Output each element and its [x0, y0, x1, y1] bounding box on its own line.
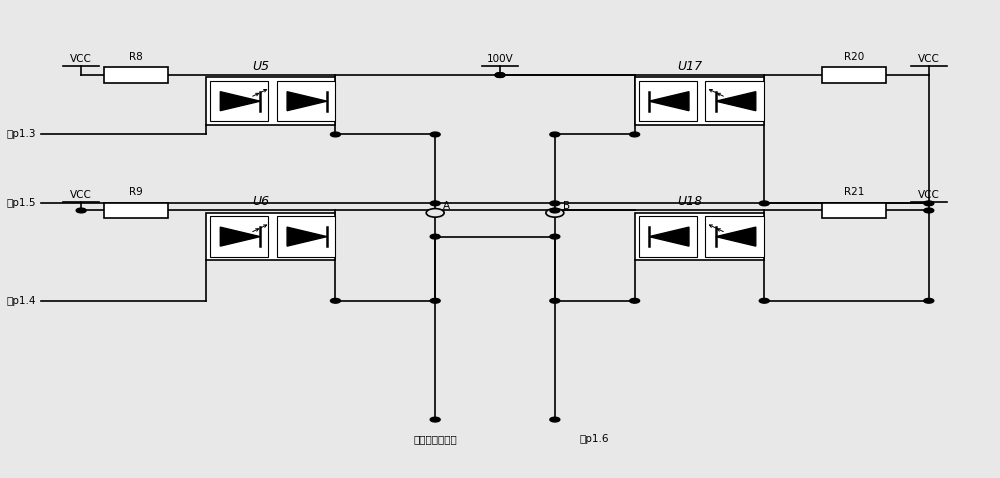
- Circle shape: [630, 298, 640, 303]
- Bar: [206, 213, 335, 261]
- Circle shape: [550, 298, 560, 303]
- Circle shape: [76, 208, 86, 213]
- Polygon shape: [220, 92, 260, 111]
- Circle shape: [426, 208, 444, 217]
- Bar: [277, 217, 335, 257]
- Text: 接电源控制模块: 接电源控制模块: [413, 434, 457, 444]
- Circle shape: [550, 132, 560, 137]
- Circle shape: [924, 298, 934, 303]
- Bar: [822, 203, 886, 218]
- Circle shape: [546, 208, 564, 217]
- Bar: [705, 81, 764, 121]
- Circle shape: [495, 73, 505, 77]
- Text: VCC: VCC: [70, 190, 92, 199]
- Bar: [210, 81, 268, 121]
- Circle shape: [924, 201, 934, 206]
- Text: 接p1.3: 接p1.3: [6, 130, 36, 140]
- Polygon shape: [649, 227, 689, 246]
- Circle shape: [330, 298, 340, 303]
- Bar: [104, 67, 168, 83]
- Bar: [210, 217, 268, 257]
- Polygon shape: [287, 92, 327, 111]
- Text: 100V: 100V: [487, 54, 513, 64]
- Text: U5: U5: [252, 60, 269, 73]
- Circle shape: [550, 208, 560, 213]
- Bar: [822, 67, 886, 83]
- Polygon shape: [220, 227, 260, 246]
- Text: B: B: [563, 201, 570, 211]
- Circle shape: [430, 234, 440, 239]
- Text: R8: R8: [129, 52, 143, 62]
- Polygon shape: [716, 92, 756, 111]
- Circle shape: [550, 201, 560, 206]
- Bar: [639, 81, 697, 121]
- Circle shape: [630, 132, 640, 137]
- Circle shape: [924, 208, 934, 213]
- Circle shape: [759, 201, 769, 206]
- Text: 接p1.6: 接p1.6: [580, 434, 609, 444]
- Text: A: A: [443, 201, 450, 211]
- Text: VCC: VCC: [918, 190, 940, 199]
- Text: R9: R9: [129, 187, 143, 197]
- Bar: [277, 81, 335, 121]
- Polygon shape: [287, 227, 327, 246]
- Polygon shape: [716, 227, 756, 246]
- Bar: [705, 217, 764, 257]
- Bar: [104, 203, 168, 218]
- Text: VCC: VCC: [918, 54, 940, 64]
- Circle shape: [430, 298, 440, 303]
- Circle shape: [430, 417, 440, 422]
- Text: VCC: VCC: [70, 54, 92, 64]
- Text: U17: U17: [677, 60, 702, 73]
- Circle shape: [430, 201, 440, 206]
- Circle shape: [550, 417, 560, 422]
- Text: U6: U6: [252, 195, 269, 208]
- Circle shape: [330, 132, 340, 137]
- Text: U18: U18: [677, 195, 702, 208]
- Polygon shape: [649, 92, 689, 111]
- Circle shape: [495, 73, 505, 77]
- Bar: [206, 77, 335, 125]
- Circle shape: [759, 298, 769, 303]
- Circle shape: [550, 234, 560, 239]
- Text: 接p1.4: 接p1.4: [6, 296, 36, 306]
- Circle shape: [430, 132, 440, 137]
- Text: R20: R20: [844, 52, 864, 62]
- Text: R21: R21: [844, 187, 864, 197]
- Text: 接p1.5: 接p1.5: [6, 198, 36, 208]
- Bar: [635, 77, 764, 125]
- Bar: [635, 213, 764, 261]
- Bar: [639, 217, 697, 257]
